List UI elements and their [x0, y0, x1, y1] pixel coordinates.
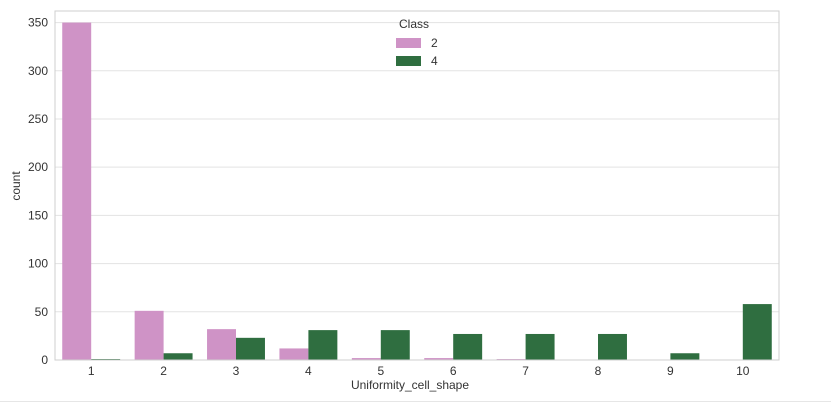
bar-class-4-cat-9 [670, 353, 700, 360]
bar-class-4-cat-3 [236, 337, 265, 360]
legend: Class 2 4 [396, 17, 438, 68]
x-tick-label: 1 [88, 364, 95, 378]
x-tick-label: 5 [377, 364, 384, 378]
bar-class-2-cat-3 [207, 329, 236, 360]
x-tick-label: 6 [450, 364, 457, 378]
y-tick-label: 0 [41, 353, 48, 367]
x-axis-ticks: 1 2 3 4 5 6 7 8 9 10 [88, 364, 750, 378]
legend-title: Class [399, 17, 429, 31]
y-tick-label: 150 [28, 208, 48, 222]
legend-swatch-class-4 [396, 56, 421, 66]
x-tick-label: 10 [736, 364, 750, 378]
x-tick-label: 8 [595, 364, 602, 378]
legend-label-class-2: 2 [431, 36, 438, 50]
y-tick-label: 350 [28, 16, 48, 30]
legend-swatch-class-2 [396, 38, 421, 48]
y-tick-label: 100 [28, 257, 48, 271]
x-tick-label: 7 [522, 364, 529, 378]
divider [0, 401, 831, 402]
y-axis-ticks: 0 50 100 150 200 250 300 350 [28, 16, 48, 367]
plot-frame [54, 10, 780, 361]
bar-class-4-cat-10 [742, 304, 772, 360]
bar-class-4-cat-4 [308, 330, 338, 360]
bar-class-2-cat-2 [134, 310, 164, 360]
y-tick-label: 50 [35, 305, 49, 319]
legend-label-class-4: 4 [431, 54, 438, 68]
gridlines [55, 22, 779, 361]
x-tick-label: 2 [160, 364, 167, 378]
x-tick-label: 9 [667, 364, 674, 378]
y-axis-label: count [9, 171, 23, 201]
y-tick-label: 300 [28, 64, 48, 78]
bar-class-2-cat-5 [351, 358, 381, 360]
bar-class-4-cat-6 [453, 333, 483, 360]
bar-class-4-cat-5 [380, 330, 410, 360]
x-tick-label: 3 [233, 364, 240, 378]
bar-class-2-cat-4 [279, 348, 309, 360]
bar-class-2-cat-1 [62, 22, 92, 360]
bar-class-4-cat-2 [163, 353, 193, 360]
y-tick-label: 200 [28, 160, 48, 174]
x-axis-label: Uniformity_cell_shape [351, 378, 469, 392]
bar-class-2-cat-6 [424, 358, 454, 360]
bar-class-4-cat-7 [525, 333, 555, 360]
y-tick-label: 250 [28, 112, 48, 126]
x-tick-label: 4 [305, 364, 312, 378]
bar-class-4-cat-8 [598, 333, 627, 360]
bars [62, 22, 772, 360]
